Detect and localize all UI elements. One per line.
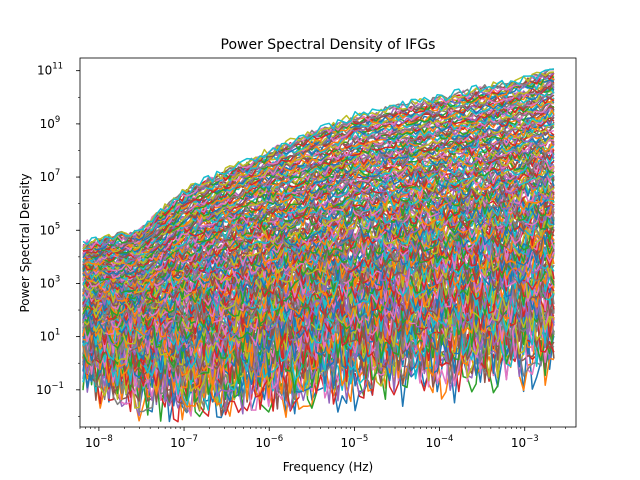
series-line <box>82 116 555 273</box>
y-tick-label: 1011 <box>37 62 63 78</box>
y-tick-label: 107 <box>40 168 61 184</box>
x-tick-label: 10−6 <box>255 434 283 450</box>
x-tick-label: 10−5 <box>340 434 368 450</box>
series-line <box>82 68 554 249</box>
chart-title: Power Spectral Density of IFGs <box>221 37 436 53</box>
x-tick-label: 10−7 <box>170 434 198 450</box>
series-layer <box>82 68 555 423</box>
y-tick-label: 101 <box>40 328 61 344</box>
series-line <box>82 108 555 267</box>
series-line <box>82 71 554 250</box>
x-axis-label: Frequency (Hz) <box>283 460 374 474</box>
series-line <box>82 68 555 246</box>
x-axis: 10−8 10−7 10−6 10−5 10−4 10−3 <box>79 427 566 450</box>
y-tick-label: 105 <box>40 221 61 237</box>
y-axis-label: Power Spectral Density <box>18 173 32 312</box>
y-axis: 10−1 101 103 105 107 109 1011 <box>36 62 80 417</box>
series-line <box>82 321 555 422</box>
x-tick-label: 10−4 <box>426 434 454 450</box>
series-line <box>83 216 555 334</box>
y-tick-label: 10−1 <box>36 381 64 397</box>
plot-frame <box>79 57 577 428</box>
series-line <box>82 114 555 270</box>
series-line <box>82 190 555 315</box>
x-tick-label: 10−3 <box>511 434 539 450</box>
y-tick-label: 109 <box>40 115 61 131</box>
x-tick-label: 10−8 <box>85 434 113 450</box>
y-tick-label: 103 <box>40 274 61 290</box>
series-line <box>82 105 555 263</box>
